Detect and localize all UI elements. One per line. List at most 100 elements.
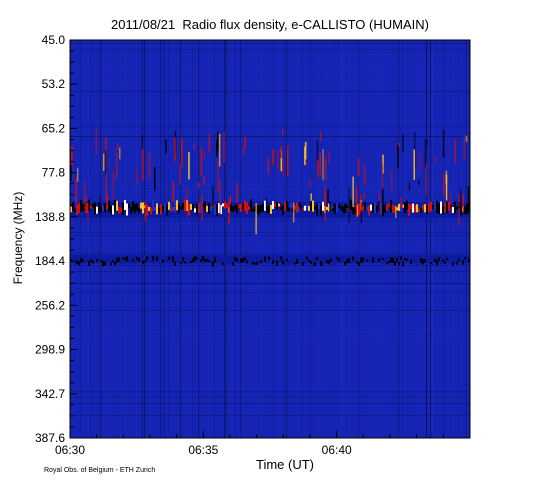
band-pixel [420, 258, 422, 264]
band-pixel [140, 202, 142, 209]
burst-spike [208, 134, 211, 154]
band-pixel [266, 206, 268, 213]
band-pixel [322, 259, 324, 265]
band-pixel [164, 261, 166, 265]
burst-spike [76, 167, 79, 182]
noise-streak [120, 40, 121, 438]
band-pixel [74, 261, 76, 267]
noise-line [70, 85, 470, 86]
band-pixel [258, 262, 260, 265]
band-pixel [276, 202, 278, 210]
band-pixel [268, 256, 270, 260]
band-pixel [296, 259, 298, 265]
band-pixel [304, 205, 306, 211]
band-pixel [414, 205, 416, 213]
band-pixel [326, 206, 328, 210]
band-pixel [150, 207, 152, 215]
band-pixel [100, 259, 102, 262]
band-pixel [464, 257, 466, 260]
band-pixel [280, 256, 282, 261]
burst-spike [197, 182, 200, 189]
burst-spike [363, 166, 366, 186]
burst-spike [185, 187, 188, 219]
band-pixel [224, 256, 226, 261]
band-pixel [168, 256, 170, 260]
band-pixel [276, 260, 278, 266]
noise-streak [144, 40, 145, 438]
band-pixel [84, 260, 86, 264]
band-pixel [72, 202, 74, 211]
band-pixel [372, 203, 374, 213]
band-pixel [200, 259, 202, 263]
band-pixel [106, 262, 108, 266]
band-pixel [462, 260, 464, 265]
burst-spike [223, 132, 225, 163]
burst-spike [217, 160, 219, 192]
band-pixel [408, 256, 410, 261]
band-pixel [282, 204, 284, 215]
band-pixel [312, 200, 314, 212]
noise-streak [80, 40, 81, 438]
band-pixel [138, 257, 140, 262]
band-pixel [212, 261, 214, 267]
band-pixel [448, 201, 450, 211]
x-axis-label: Time (UT) [255, 457, 314, 472]
noise-streak [312, 40, 313, 438]
band-pixel [174, 261, 176, 266]
band-pixel [378, 258, 380, 262]
band-pixel [284, 260, 286, 265]
band-pixel [364, 257, 366, 261]
band-pixel [220, 204, 222, 214]
burst-spike [112, 170, 114, 200]
burst-spike [104, 150, 107, 175]
band-pixel [374, 201, 376, 213]
burst-spike [99, 196, 101, 218]
noise-streak [442, 40, 443, 438]
band-pixel [302, 262, 304, 266]
burst-spike [442, 129, 445, 158]
band-pixel [182, 257, 184, 262]
band-pixel [124, 200, 126, 211]
band-pixel [390, 257, 392, 263]
burst-spike [298, 202, 301, 208]
band-pixel [306, 256, 308, 260]
noise-line [70, 64, 470, 65]
band-pixel [286, 258, 288, 262]
band-pixel [244, 257, 246, 261]
noise-streak [224, 40, 225, 438]
band-pixel [230, 260, 232, 265]
band-pixel [274, 202, 276, 207]
band-pixel [444, 202, 446, 213]
noise-streak [340, 40, 341, 438]
band-pixel [76, 261, 78, 265]
noise-streak [432, 40, 433, 438]
band-pixel [456, 261, 458, 265]
band-pixel [288, 260, 290, 266]
burst-spike [463, 134, 466, 160]
band-pixel [426, 205, 428, 214]
band-pixel [166, 204, 168, 216]
burst-spike [424, 138, 426, 169]
plot-marks [70, 40, 470, 438]
band-pixel [386, 204, 388, 211]
burst-spike [381, 164, 384, 192]
band-pixel [178, 257, 180, 260]
noise-line [70, 415, 470, 416]
noise-line [70, 271, 470, 272]
band-pixel [410, 204, 412, 210]
band-pixel [398, 262, 400, 266]
noise-line [70, 286, 470, 287]
noise-line [70, 184, 470, 185]
band-pixel [288, 207, 290, 212]
burst-spike [277, 150, 279, 170]
burst-spike [418, 179, 420, 186]
band-pixel [390, 200, 392, 213]
x-tick-label: 06:40 [322, 443, 352, 457]
noise-streak [240, 40, 241, 438]
band-pixel [232, 262, 234, 266]
band-pixel [322, 201, 324, 211]
band-pixel [332, 208, 334, 212]
band-pixel [122, 257, 124, 260]
band-pixel [268, 205, 270, 214]
